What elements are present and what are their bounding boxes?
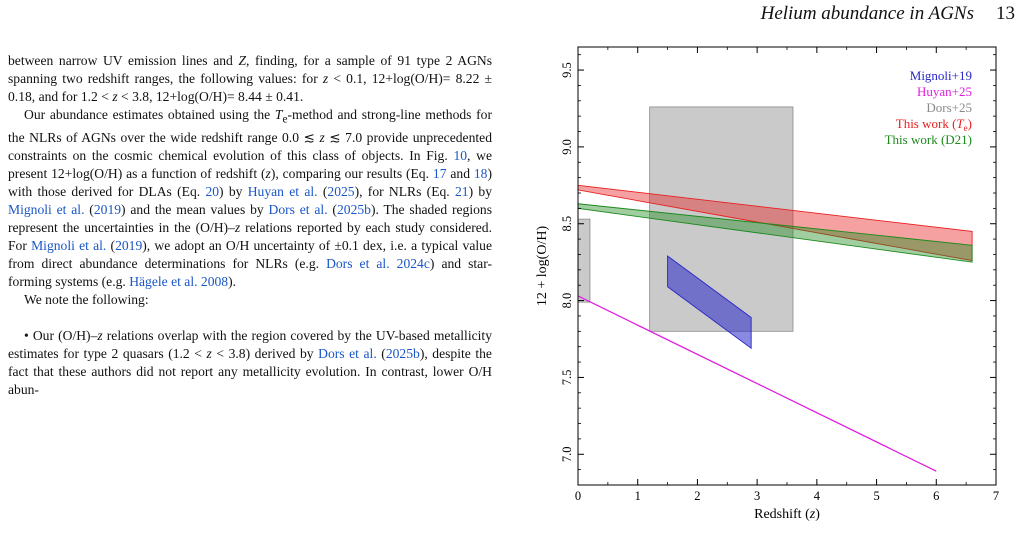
citation-link[interactable]: Hägele et al. 2008: [129, 273, 229, 289]
citation-link[interactable]: 2025b: [385, 345, 420, 361]
legend-entry: Huyan+25: [917, 84, 972, 99]
citation-link[interactable]: 2019: [93, 201, 122, 217]
equation-link[interactable]: 18: [473, 165, 488, 181]
text-run: < 3.8, 12+log(O/H)= 8.44 ± 0.41.: [117, 89, 304, 104]
legend-entry: This work (D21): [885, 132, 972, 147]
text-run: z: [206, 345, 212, 361]
text-run: ) by: [219, 183, 248, 199]
text-run: z: [322, 71, 329, 86]
text-run: • Our (O/H)–: [24, 327, 98, 343]
text-run: relations overlap with the region covere…: [8, 327, 492, 361]
citation-link[interactable]: Dors et al. 2024c: [326, 255, 430, 271]
running-title: Helium abundance in AGNs: [760, 3, 974, 24]
paragraph-2: Our abundance estimates obtained using t…: [8, 106, 492, 291]
text-run: < 0.1, 12+log(O/H)= 8.22 ± 0.18, and for…: [8, 71, 492, 104]
text-run: and: [446, 165, 474, 181]
y-tick-label: 9.0: [560, 139, 574, 155]
text-run: z: [112, 89, 118, 104]
citation-link[interactable]: 2019: [115, 237, 143, 253]
text-run: z: [234, 219, 241, 235]
paragraph-1: between narrow UV emission lines and Z, …: [8, 52, 492, 106]
x-tick-label: 2: [694, 489, 700, 503]
x-axis-label: Redshift (z): [754, 507, 820, 522]
text-run: (: [84, 201, 94, 217]
citation-link[interactable]: Dors et al.: [318, 345, 377, 361]
text-run: ), comparing our results (Eq.: [270, 165, 433, 181]
text-run: ) and the mean values by: [121, 201, 269, 217]
text-run: z: [97, 327, 103, 343]
text-run: ) with those derived for DLAs (Eq.: [8, 165, 492, 199]
series-mignoli-19-band: [667, 255, 752, 350]
legend-entry: This work (Te): [896, 116, 972, 133]
text-run: -method and strong-line methods for the …: [8, 107, 492, 145]
text-run: (: [327, 201, 337, 217]
figure-link[interactable]: 10: [453, 147, 468, 163]
text-run: T: [274, 107, 283, 122]
equation-link[interactable]: 21: [455, 183, 469, 199]
paragraph-4: • Our (O/H)–z relations overlap with the…: [8, 327, 492, 399]
paragraph-gap: [8, 309, 492, 327]
y-tick-label: 8.0: [560, 293, 574, 309]
x-tick-label: 0: [575, 489, 581, 503]
text-run: ≲ 7.0 provide unprecedented constraints …: [8, 129, 492, 163]
page-header: Helium abundance in AGNs 13: [761, 0, 1015, 28]
text-run: , finding, for a sample of 91 type 2 AGN…: [8, 53, 492, 86]
citation-link[interactable]: Mignoli et al.: [8, 201, 85, 217]
text-run: ) by: [468, 183, 492, 199]
text-run: (: [376, 345, 386, 361]
x-tick-label: 6: [933, 489, 939, 503]
legend-entry: Mignoli+19: [910, 68, 972, 83]
text-run: (: [106, 237, 116, 253]
x-tick-label: 7: [993, 489, 999, 503]
figure-10-chart: 0 1 2 3 4 5 6 7 7.0 7.5 8.0 8.5 9.0 9.5 Redshift (z) 12…: [535, 46, 999, 522]
paragraph-3: We note the following:: [24, 291, 149, 307]
text-run: ), for NLRs (Eq.: [354, 183, 455, 199]
x-tick-label: 1: [635, 489, 641, 503]
citation-link[interactable]: 2025b: [336, 201, 371, 217]
text-column: between narrow UV emission lines and Z, …: [8, 52, 492, 399]
citation-link[interactable]: Mignoli et al.: [31, 237, 107, 253]
text-run: between narrow UV emission lines and: [8, 53, 239, 68]
text-run: ), despite the fact that these authors d…: [8, 345, 492, 397]
series-huyan-25-line: [577, 295, 937, 472]
equation-link[interactable]: 20: [205, 183, 220, 199]
y-tick-label: 9.5: [560, 62, 574, 78]
text-run: ), we adopt an O/H uncertainty of ±0.1 d…: [8, 237, 492, 271]
y-tick-label: 7.5: [560, 370, 574, 386]
citation-link[interactable]: Dors et al.: [268, 201, 328, 217]
legend-entry: Dors+25: [926, 100, 972, 115]
text-run: ). The shaded regions represent the unce…: [8, 201, 493, 235]
citation-link[interactable]: 2025: [327, 183, 355, 199]
x-tick-label: 4: [814, 489, 821, 503]
y-tick-label: 8.5: [560, 216, 574, 232]
text-run: e: [282, 113, 288, 126]
text-run: Z: [238, 53, 246, 68]
text-run: Our abundance estimates obtained using t…: [24, 107, 275, 122]
text-run: relations reported by each study conside…: [8, 219, 492, 253]
page-number: 13: [996, 3, 1015, 24]
text-run: ).: [228, 273, 237, 289]
text-run: , we present 12+log(O/H) as a function o…: [8, 147, 492, 181]
equation-link[interactable]: 17: [432, 165, 447, 181]
text-run: z: [319, 129, 325, 145]
y-tick-label: 7.0: [560, 446, 574, 462]
text-run: ) and star-forming systems (e.g.: [8, 255, 492, 289]
text-run: < 3.8) derived by: [211, 345, 319, 361]
series-dors-25-region: [577, 218, 591, 303]
y-axis-label: 12 + log(O/H): [535, 226, 550, 307]
x-tick-label: 5: [873, 489, 879, 503]
citation-link[interactable]: Huyan et al.: [247, 183, 318, 199]
text-run: (: [317, 183, 328, 199]
x-tick-label: 3: [754, 489, 760, 503]
text-run: z: [265, 165, 271, 181]
